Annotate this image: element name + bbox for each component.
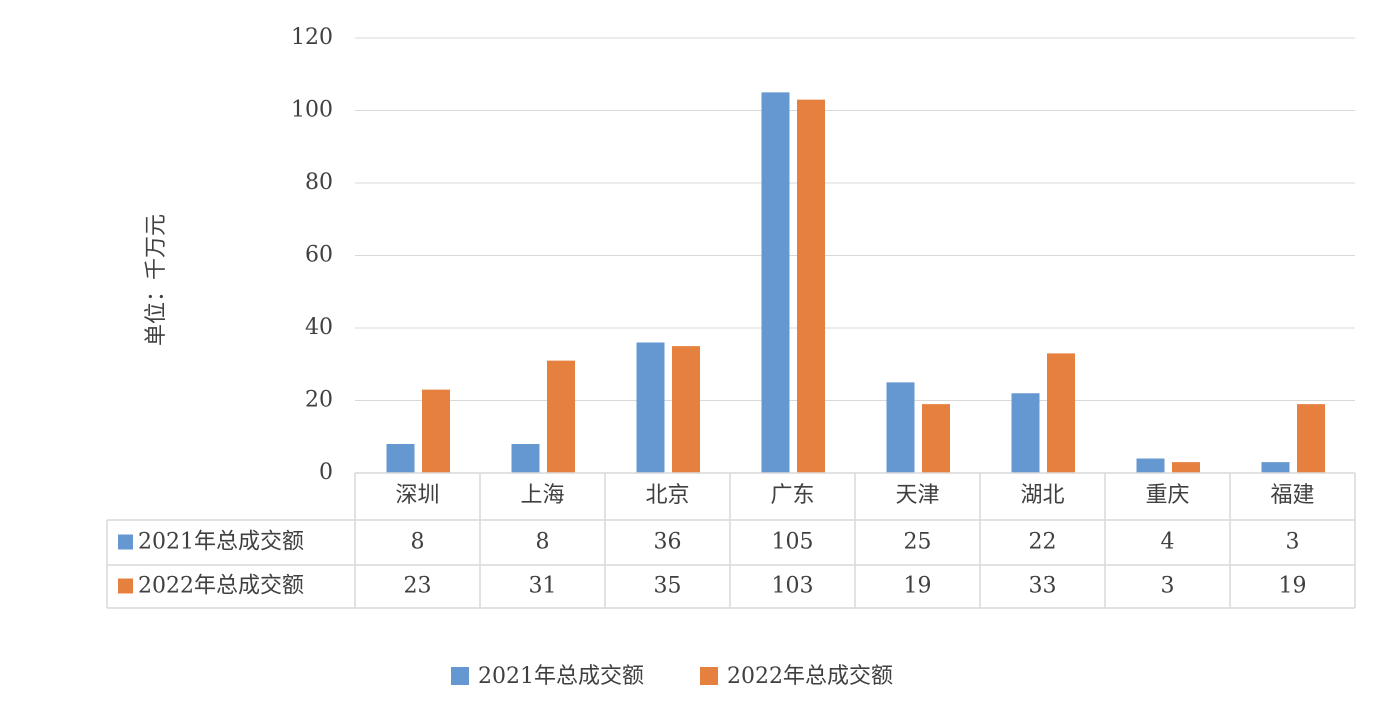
y-tick-label: 40 [305,315,333,340]
bar [1047,353,1075,473]
bar [761,92,790,473]
bar [511,444,540,473]
y-tick-label: 0 [319,460,333,485]
bar [797,99,825,473]
legend-key [700,667,718,685]
table-cell: 33 [1029,574,1057,599]
bar [386,444,415,473]
table-cell: 3 [1161,574,1175,599]
table-row-header: 2022年总成交额 [138,574,304,599]
y-tick-label: 120 [291,25,333,50]
table-cell: 3 [1286,530,1300,555]
bar [1136,458,1165,473]
table-cell: 36 [654,530,682,555]
y-tick-label: 60 [305,243,333,268]
x-tick-label: 湖北 [1020,483,1064,508]
y-tick-label: 80 [305,170,333,195]
x-tick-label: 天津 [895,483,939,508]
bar [547,360,575,473]
table-legend-key [118,578,133,594]
table-cell: 23 [404,574,432,599]
x-tick-label: 上海 [520,483,564,508]
bar [1172,462,1200,473]
bar [636,342,665,473]
x-tick-label: 广东 [770,483,814,508]
bar [1261,462,1290,473]
y-tick-label: 20 [305,388,333,413]
bar [886,382,915,473]
table-cell: 103 [772,574,814,599]
bar [1297,404,1325,473]
y-tick-label: 100 [291,98,333,123]
bar [922,404,950,473]
table-cell: 105 [772,530,814,555]
y-axis-label: 单位：千万元 [144,214,169,346]
table-row-header: 2021年总成交额 [138,530,304,555]
table-cell: 8 [536,530,550,555]
table-cell: 19 [1279,574,1307,599]
legend-label: 2022年总成交额 [727,664,893,689]
table-cell: 4 [1161,530,1175,555]
legend-label: 2021年总成交额 [478,664,644,689]
table-cell: 8 [411,530,425,555]
table-legend-key [118,534,133,550]
x-tick-label: 北京 [645,483,689,508]
bar [422,389,450,473]
bar [672,346,700,473]
table-cell: 31 [529,574,557,599]
table-cell: 35 [654,574,682,599]
bar [1011,393,1040,473]
x-tick-label: 深圳 [395,483,439,508]
table-cell: 25 [904,530,932,555]
x-tick-label: 重庆 [1145,483,1189,508]
x-tick-label: 福建 [1270,483,1314,508]
legend-key [451,667,469,685]
table-cell: 19 [904,574,932,599]
table-cell: 22 [1029,530,1057,555]
